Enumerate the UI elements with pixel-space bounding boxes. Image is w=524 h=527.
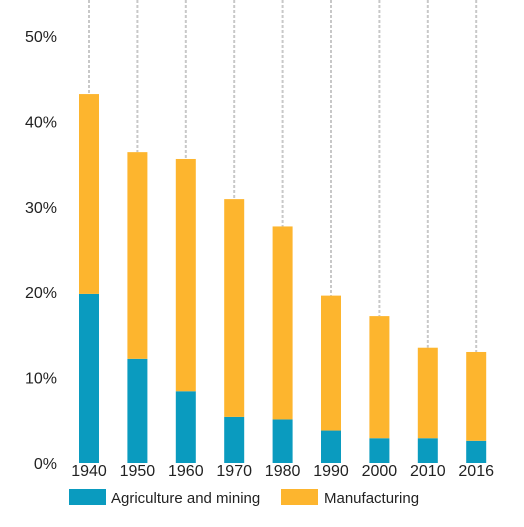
x-tick-label: 2010 xyxy=(410,463,446,480)
guide-lines xyxy=(88,0,478,352)
x-tick-label: 1940 xyxy=(71,463,107,480)
bar-manufacturing xyxy=(369,316,390,439)
y-tick-label: 40% xyxy=(25,114,57,131)
bar-agriculture-mining xyxy=(127,358,148,463)
x-tick-label: 1980 xyxy=(265,463,301,480)
legend-label: Agriculture and mining xyxy=(111,490,260,507)
y-tick-label: 0% xyxy=(34,456,57,473)
bar-manufacturing xyxy=(321,295,341,431)
legend-swatch xyxy=(281,489,318,505)
bar-manufacturing xyxy=(417,347,438,439)
bar-agriculture-mining xyxy=(466,440,487,463)
y-tick-label: 20% xyxy=(25,285,57,302)
bar-manufacturing xyxy=(272,226,293,420)
bar-manufacturing xyxy=(224,199,245,417)
bars xyxy=(79,94,487,463)
x-axis: 1940 1950 1960 1970 1980 1990 2000 2010 2016 xyxy=(71,463,494,480)
legend: Agriculture and mining Manufacturing xyxy=(69,489,419,507)
legend-label: Manufacturing xyxy=(324,490,419,507)
bar-manufacturing xyxy=(466,351,487,441)
bar-manufacturing xyxy=(175,158,196,392)
bar-agriculture-mining xyxy=(321,430,341,463)
bar-agriculture-mining xyxy=(272,419,293,463)
x-tick-label: 1970 xyxy=(216,463,252,480)
x-tick-label: 1950 xyxy=(120,463,156,480)
bar-agriculture-mining xyxy=(369,438,390,463)
bar-agriculture-mining xyxy=(224,416,245,463)
bar-agriculture-mining xyxy=(79,293,99,463)
x-tick-label: 1990 xyxy=(313,463,349,480)
x-tick-label: 2016 xyxy=(458,463,494,480)
legend-swatch xyxy=(69,489,106,505)
y-tick-label: 50% xyxy=(25,29,57,46)
bar-manufacturing xyxy=(127,152,148,359)
bar-agriculture-mining xyxy=(417,438,438,463)
x-tick-label: 2000 xyxy=(362,463,398,480)
y-tick-label: 30% xyxy=(25,200,57,217)
bar-agriculture-mining xyxy=(175,391,196,463)
y-axis: 0% 10% 20% 30% 40% 50% xyxy=(25,29,57,473)
x-tick-label: 1960 xyxy=(168,463,204,480)
y-tick-label: 10% xyxy=(25,371,57,388)
bar-manufacturing xyxy=(79,94,99,294)
